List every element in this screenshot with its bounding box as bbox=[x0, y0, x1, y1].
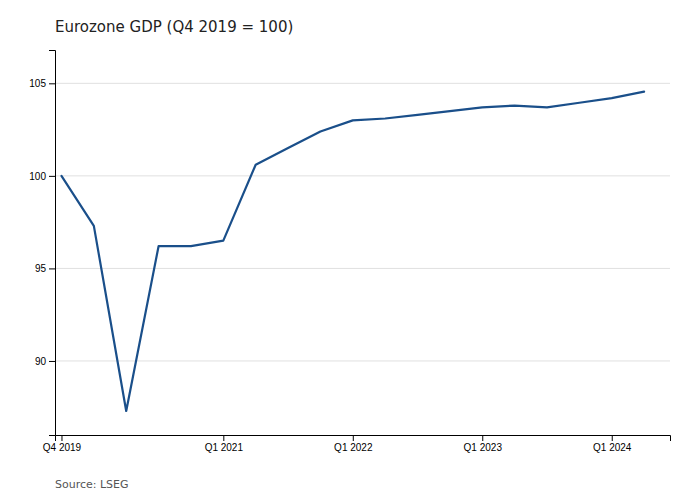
y-tick-mark bbox=[49, 268, 55, 269]
plot-area: Q4 2019 Q1 2021 Q1 2022 Q1 2023 Q1 2024 90 95 1… bbox=[29, 51, 670, 454]
y-tick-mark bbox=[49, 361, 55, 362]
x-tick-label: Q1 2024 bbox=[593, 442, 632, 453]
x-tick-mark bbox=[353, 435, 354, 441]
title: Eurozone GDP (Q4 2019 = 100) bbox=[55, 18, 293, 36]
x-tick-label: Q1 2021 bbox=[205, 442, 244, 453]
y-tick-label: 105 bbox=[29, 78, 46, 89]
x-tick-mark bbox=[482, 435, 483, 441]
x-axis-line bbox=[56, 436, 671, 442]
y-tick-label: 100 bbox=[29, 171, 46, 182]
y-tick-label: 90 bbox=[35, 356, 47, 367]
y-tick-mark bbox=[49, 176, 55, 177]
x-tick-mark bbox=[612, 435, 613, 441]
grid-line bbox=[55, 175, 670, 176]
y-tick: 100 bbox=[29, 171, 55, 182]
x-tick: Q1 2023 bbox=[464, 435, 503, 453]
marks bbox=[61, 92, 644, 411]
grid bbox=[55, 83, 670, 361]
x-tick: Q1 2022 bbox=[334, 435, 373, 453]
x-tick-mark bbox=[61, 435, 62, 441]
x-tick-label: Q4 2019 bbox=[43, 442, 82, 453]
y-tick: 105 bbox=[29, 78, 55, 89]
y-tick-mark bbox=[49, 83, 55, 84]
grid-line bbox=[55, 83, 670, 84]
x-tick: Q1 2021 bbox=[205, 435, 244, 453]
grid-line bbox=[55, 268, 670, 269]
y-axis-line bbox=[49, 51, 56, 436]
x-tick-label: Q1 2023 bbox=[464, 442, 503, 453]
y-tick: 90 bbox=[35, 356, 55, 367]
x-axis: Q4 2019 Q1 2021 Q1 2022 Q1 2023 Q1 2024 bbox=[43, 435, 671, 453]
line bbox=[61, 92, 644, 411]
y-tick: 95 bbox=[35, 263, 55, 274]
x-tick: Q4 2019 bbox=[43, 435, 82, 453]
x-tick-label: Q1 2022 bbox=[334, 442, 373, 453]
grid-line bbox=[55, 360, 670, 361]
y-tick-label: 95 bbox=[35, 263, 47, 274]
x-tick: Q1 2024 bbox=[593, 435, 632, 453]
chart: Q4 2019 Q1 2021 Q1 2022 Q1 2023 Q1 2024 90 95 1… bbox=[0, 0, 700, 500]
source: Source: LSEG bbox=[55, 478, 129, 491]
y-axis: 90 95 100 105 bbox=[29, 51, 55, 436]
x-tick-mark bbox=[223, 435, 224, 441]
